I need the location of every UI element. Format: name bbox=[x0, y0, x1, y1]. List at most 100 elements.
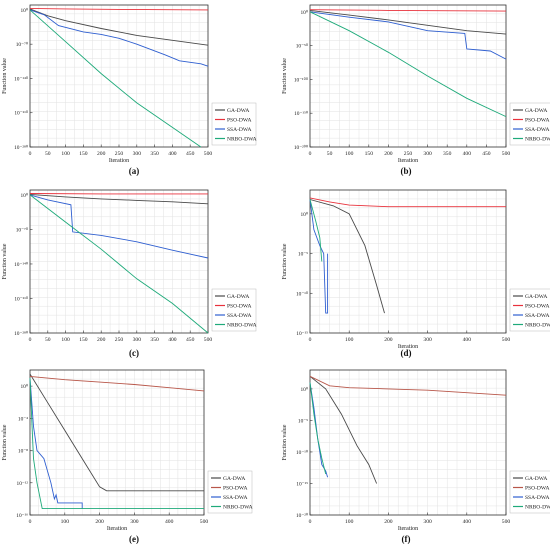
chart-panel-3: 0 50 100 150 200 250 300 350 400 450 500 10⁰ 10⁻⁷⁰ 10… bbox=[2, 189, 257, 358]
series-line-ga-dwa bbox=[29, 193, 209, 205]
series-line-ssa-dwa bbox=[29, 194, 209, 259]
legend-entry: GA-DWA bbox=[525, 294, 547, 300]
legend-entry: PSO-DWA bbox=[525, 304, 549, 310]
y-tick-label: 10⁻¹⁵ bbox=[296, 331, 308, 337]
panel-label: (f) bbox=[402, 534, 411, 544]
legend: GA-DWA PSO-DWA SSA-DWA NRBO-DWA bbox=[211, 288, 257, 332]
legend-entry: SSA-DWA bbox=[227, 313, 251, 319]
series-line-pso-dwa bbox=[29, 7, 209, 11]
y-tick-label: 10⁰ bbox=[300, 212, 308, 218]
y-axis-label: Function value bbox=[2, 58, 8, 94]
legend: GA-DWA PSO-DWA SSA-DWA NRBO-DWA bbox=[509, 102, 550, 146]
legend-entry: SSA-DWA bbox=[525, 495, 549, 501]
y-tick-label: 10⁻¹⁰⁰ bbox=[294, 77, 308, 83]
panel-label: (a) bbox=[129, 166, 140, 176]
series-line-ssa-dwa bbox=[309, 382, 329, 478]
x-tick-label: 0 bbox=[309, 519, 312, 525]
y-tick-label: 10⁻¹⁵⁰ bbox=[294, 111, 308, 117]
x-tick-label: 400 bbox=[168, 337, 177, 343]
x-tick-label: 300 bbox=[130, 519, 139, 525]
legend-entry: NRBO-DWA bbox=[525, 323, 550, 329]
y-tick-label: 10⁰ bbox=[300, 10, 308, 16]
chart-panel-5: 0 100 200 300 400 500 10⁰ 10⁻⁴ 10⁻⁸ 10⁻¹² 10⁻¹⁶ Ite… bbox=[2, 369, 253, 544]
y-tick-label: 10⁻⁵⁰ bbox=[296, 44, 308, 50]
x-tick-label: 500 bbox=[204, 337, 213, 343]
x-tick-label: 50 bbox=[327, 151, 333, 157]
x-tick-label: 200 bbox=[97, 151, 106, 157]
plot-frame bbox=[29, 369, 205, 516]
x-tick-label: 100 bbox=[61, 151, 70, 157]
x-tick-label: 350 bbox=[443, 151, 452, 157]
x-tick-label: 200 bbox=[95, 519, 104, 525]
series-line-nrbo-dwa bbox=[309, 382, 327, 475]
x-tick-label: 150 bbox=[79, 337, 88, 343]
x-tick-label: 500 bbox=[502, 151, 511, 157]
legend-entry: NRBO-DWA bbox=[525, 137, 550, 143]
legend-entry: PSO-DWA bbox=[223, 486, 247, 492]
y-tick-label: 10⁻⁵ bbox=[298, 252, 308, 258]
legend-entry: GA-DWA bbox=[227, 294, 249, 300]
x-tick-label: 300 bbox=[423, 337, 432, 343]
y-axis-label: Function value bbox=[2, 243, 8, 279]
x-tick-label: 500 bbox=[502, 337, 511, 343]
x-tick-label: 100 bbox=[345, 519, 354, 525]
plot-frame bbox=[309, 369, 507, 516]
x-tick-label: 300 bbox=[423, 519, 432, 525]
legend-entry: NRBO-DWA bbox=[525, 505, 550, 511]
x-tick-label: 500 bbox=[502, 519, 511, 525]
x-tick-label: 150 bbox=[79, 151, 88, 157]
y-tick-label: 10⁰ bbox=[20, 8, 28, 14]
panel-label: (c) bbox=[129, 348, 139, 358]
series-line-nrbo-dwa bbox=[29, 9, 202, 148]
legend: GA-DWA PSO-DWA SSA-DWA NRBO-DWA bbox=[509, 470, 550, 514]
x-tick-label: 0 bbox=[29, 337, 32, 343]
x-axis-label: Iteration bbox=[107, 526, 127, 532]
series-line-ga-dwa bbox=[309, 375, 378, 484]
y-tick-label: 10⁻²¹⁰ bbox=[14, 296, 28, 302]
x-tick-label: 150 bbox=[365, 151, 374, 157]
plot-frame bbox=[309, 189, 507, 334]
y-axis-label: Function value bbox=[282, 243, 288, 279]
x-tick-label: 250 bbox=[115, 337, 124, 343]
series-line-ssa-dwa bbox=[309, 11, 507, 60]
y-tick-label: 10⁻¹⁵ bbox=[296, 481, 308, 487]
y-tick-label: 10⁰ bbox=[20, 193, 28, 199]
legend-entry: PSO-DWA bbox=[227, 118, 251, 124]
legend-entry: SSA-DWA bbox=[227, 127, 251, 133]
y-axis-label: Function value bbox=[282, 424, 288, 460]
series-line-ga-dwa bbox=[309, 9, 507, 35]
y-tick-label: 10⁻⁷⁰ bbox=[16, 42, 28, 48]
y-tick-label: 10⁻¹⁰ bbox=[296, 450, 308, 456]
x-tick-label: 100 bbox=[61, 519, 70, 525]
x-tick-label: 50 bbox=[45, 151, 51, 157]
series-line-nrbo-dwa bbox=[29, 378, 204, 510]
x-tick-label: 450 bbox=[186, 337, 195, 343]
y-tick-label: 10⁰ bbox=[20, 384, 28, 390]
x-axis-label: Iteration bbox=[398, 344, 418, 350]
x-axis-label: Iteration bbox=[398, 158, 418, 164]
series-line-nrbo-dwa bbox=[309, 199, 323, 262]
y-tick-label: 10⁻¹⁰ bbox=[296, 291, 308, 297]
legend-entry: GA-DWA bbox=[525, 108, 547, 114]
y-tick-label: 10⁻¹⁴⁰ bbox=[14, 262, 28, 268]
series-line-pso-dwa bbox=[309, 197, 506, 208]
y-tick-label: 10⁻²⁸⁰ bbox=[14, 331, 28, 337]
x-tick-label: 100 bbox=[345, 151, 354, 157]
legend-entry: NRBO-DWA bbox=[227, 323, 257, 329]
legend: GA-DWA PSO-DWA SSA-DWA NRBO-DWA bbox=[509, 288, 550, 332]
y-tick-label: 10⁻¹⁴⁰ bbox=[14, 76, 28, 82]
series-line-pso-dwa bbox=[309, 375, 507, 396]
series-line-ga-dwa bbox=[29, 8, 209, 46]
chart-panel-6: 0 100 200 300 400 500 10⁰ 10⁻⁵ 10⁻¹⁰ 10⁻¹⁵ 10⁻²⁰ It… bbox=[282, 369, 550, 544]
legend-entry: NRBO-DWA bbox=[223, 505, 253, 511]
panel-label: (d) bbox=[401, 348, 412, 358]
panel-label: (e) bbox=[129, 534, 139, 544]
x-tick-label: 450 bbox=[482, 151, 491, 157]
y-tick-label: 10⁻²⁸⁰ bbox=[14, 145, 28, 151]
y-axis-label: Function value bbox=[2, 424, 8, 460]
legend-entry: GA-DWA bbox=[223, 476, 245, 482]
x-tick-label: 250 bbox=[404, 151, 413, 157]
legend-entry: PSO-DWA bbox=[525, 118, 549, 124]
legend: GA-DWA PSO-DWA SSA-DWA NRBO-DWA bbox=[211, 102, 257, 146]
